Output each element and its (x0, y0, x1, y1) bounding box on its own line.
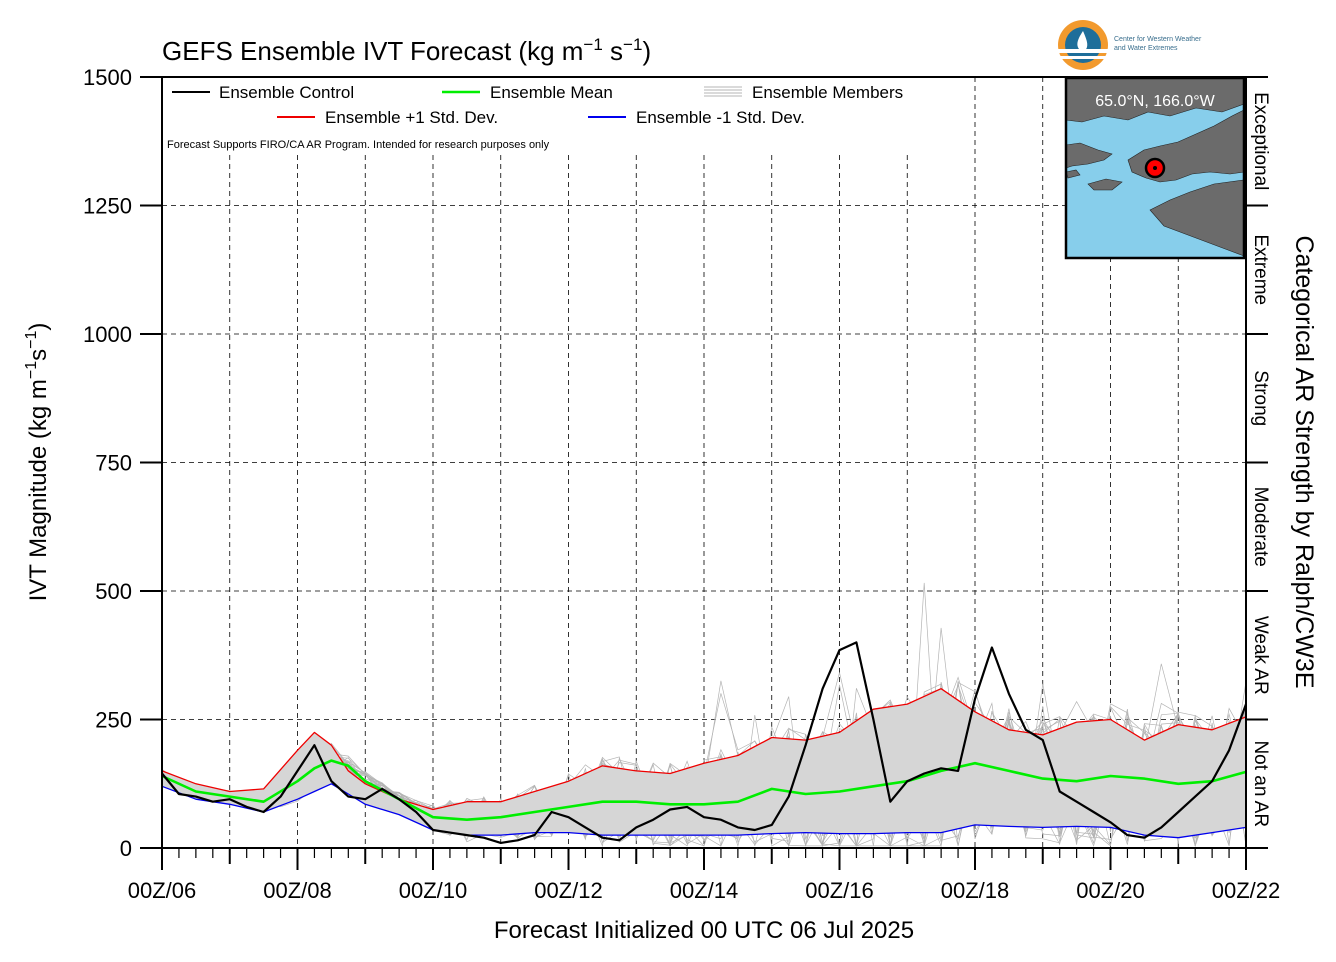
x-tick-label: 00Z/06 (128, 878, 197, 903)
x-tick-label: 00Z/14 (670, 878, 739, 903)
ar-category-axis: Not an AR Weak AR Moderate Strong Extreme Exc… (1246, 76, 1271, 849)
y-tick-label: 750 (95, 451, 132, 476)
series-line-mean (161, 759, 1247, 821)
x-tick-label: 00Z/10 (399, 878, 468, 903)
legend-label-control: Ensemble Control (219, 83, 354, 102)
map-land-island (1087, 178, 1123, 191)
series (161, 641, 1248, 844)
x-tick-label: 00Z/18 (941, 878, 1010, 903)
x-tick-label: 00Z/08 (263, 878, 332, 903)
map-land-islet (1065, 169, 1081, 179)
series-line-minus (161, 783, 1247, 839)
x-tick-label: 00Z/16 (805, 878, 874, 903)
ar-strength-label: Categorical AR Strength by Ralph/CW3E (1290, 236, 1318, 689)
legend-label-mean: Ensemble Mean (490, 83, 613, 102)
map-land-seward (1065, 142, 1113, 169)
series-line-control (161, 641, 1248, 844)
y-axis-label: IVT Magnitude (kg m−1s−1) (23, 323, 52, 602)
inset-map: 65.0°N, 166.0°W (1064, 76, 1246, 260)
category-label: Moderate (1250, 487, 1271, 567)
map-location-label: 65.0°N, 166.0°W (1095, 93, 1215, 110)
logo-text-line2: and Water Extremes (1114, 45, 1178, 52)
legend-label-minus: Ensemble -1 Std. Dev. (636, 108, 805, 127)
logo-text-line1: Center for Western Weather (1114, 36, 1202, 43)
y-tick-label: 0 (120, 836, 132, 861)
series-line-plus (161, 688, 1247, 811)
water-drop-icon (1077, 31, 1088, 51)
y-tick-label: 1000 (83, 322, 132, 347)
legend-label-members: Ensemble Members (752, 83, 903, 102)
y-tick-label: 250 (95, 708, 132, 733)
y-tick-label: 500 (95, 579, 132, 604)
category-label: Extreme (1250, 234, 1271, 305)
category-label: Exceptional (1250, 92, 1271, 190)
cw3e-logo: Center for Western Weather and Water Ext… (1058, 20, 1202, 70)
legend: Ensemble Control Ensemble Mean Ensemble … (172, 83, 903, 127)
y-tick-label: 1250 (83, 194, 132, 219)
legend-swatch-members (704, 86, 742, 97)
legend-label-plus: Ensemble +1 Std. Dev. (325, 108, 498, 127)
chart-title: GEFS Ensemble IVT Forecast (kg m−1 s−1) (162, 35, 651, 66)
category-label: Weak AR (1250, 616, 1271, 695)
category-label: Not an AR (1250, 740, 1271, 827)
x-tick-label: 00Z/20 (1076, 878, 1145, 903)
research-note: Forecast Supports FIRO/CA AR Program. In… (167, 139, 550, 151)
category-label: Strong (1250, 370, 1271, 426)
y-tick-label: 1500 (83, 65, 132, 90)
x-tick-label: 00Z/12 (534, 878, 603, 903)
map-land-south (1149, 179, 1245, 257)
x-axis-label: Forecast Initialized 00 UTC 06 Jul 2025 (494, 917, 914, 944)
x-tick-label: 00Z/22 (1212, 878, 1281, 903)
